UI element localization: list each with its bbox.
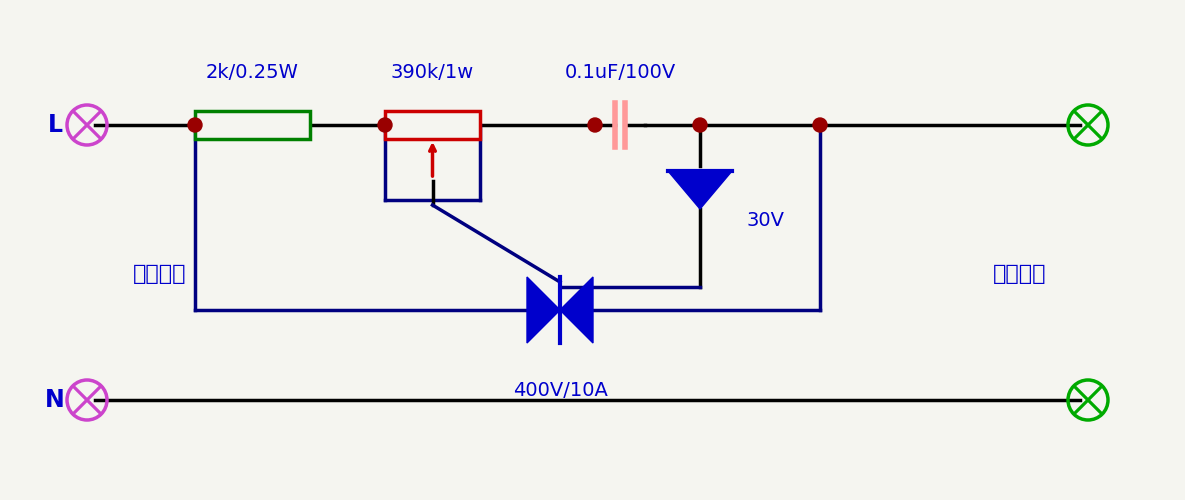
Text: 390k/1w: 390k/1w — [390, 64, 474, 82]
Circle shape — [188, 118, 201, 132]
Circle shape — [378, 118, 392, 132]
Polygon shape — [527, 277, 561, 343]
Text: 阻性负载: 阻性负载 — [993, 264, 1046, 284]
Circle shape — [813, 118, 827, 132]
Text: 2k/0.25W: 2k/0.25W — [205, 64, 299, 82]
Polygon shape — [668, 171, 732, 209]
Text: 400V/10A: 400V/10A — [513, 380, 608, 400]
Text: L: L — [47, 113, 63, 137]
Bar — [385, 111, 480, 139]
Text: 电源输入: 电源输入 — [133, 264, 187, 284]
Text: N: N — [45, 388, 65, 412]
Text: 0.1uF/100V: 0.1uF/100V — [564, 64, 675, 82]
Text: 30V: 30V — [747, 210, 784, 230]
Bar — [196, 111, 310, 139]
Circle shape — [588, 118, 602, 132]
Polygon shape — [561, 277, 592, 343]
Circle shape — [693, 118, 707, 132]
